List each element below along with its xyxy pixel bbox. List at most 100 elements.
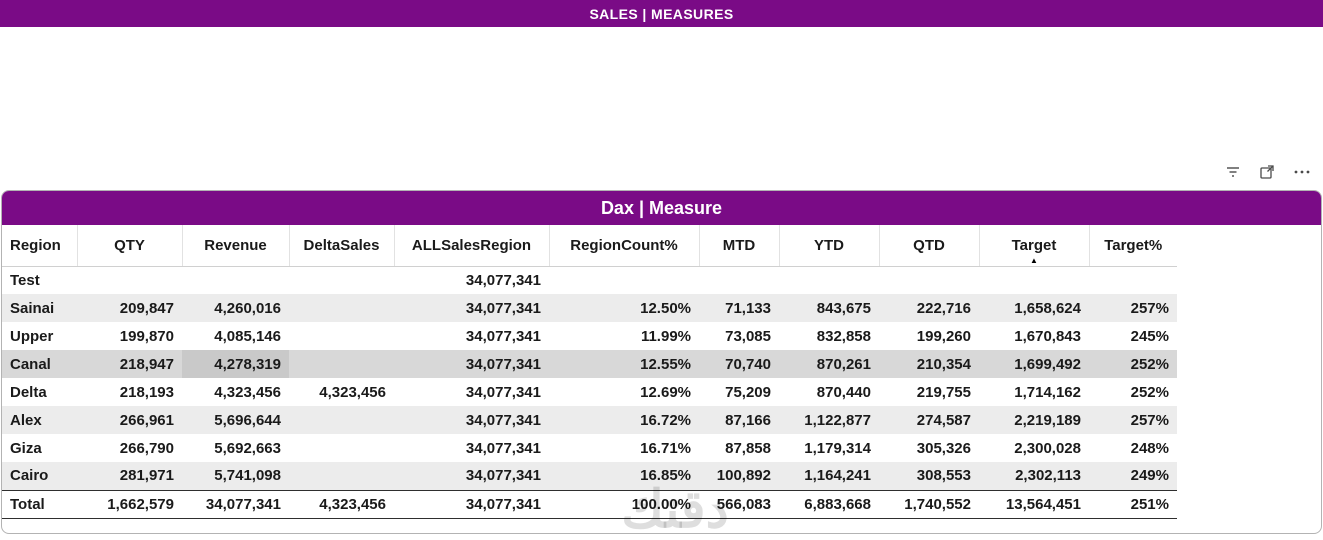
table-cell[interactable]: 34,077,341 (465, 355, 541, 373)
table-cell[interactable]: 209,847 (119, 299, 174, 317)
table-cell[interactable] (779, 266, 879, 294)
table-cell[interactable]: 34,077,341 (465, 467, 541, 485)
table-cell[interactable]: 4,323,456 (214, 383, 281, 401)
table-cell[interactable]: 249% (1130, 467, 1169, 485)
table-cell[interactable] (979, 266, 1089, 294)
table-cell[interactable] (289, 266, 394, 294)
table-cell[interactable]: 34,077,341 (465, 327, 541, 345)
table-cell[interactable]: 218,947 (119, 355, 174, 373)
table-cell[interactable]: 16.85% (640, 467, 691, 485)
table-cell[interactable]: 199,260 (916, 327, 971, 345)
more-options-icon[interactable] (1293, 164, 1311, 180)
table-cell[interactable]: 1,122,877 (804, 411, 871, 429)
column-header-revenue[interactable]: Revenue (181, 225, 289, 267)
table-cell[interactable]: 5,692,663 (214, 439, 281, 457)
table-cell[interactable]: 4,085,146 (214, 327, 281, 345)
column-header-target-[interactable]: Target% (1088, 225, 1177, 267)
table-cell[interactable]: 34,077,341 (465, 383, 541, 401)
table-cell[interactable]: 1,714,162 (1014, 383, 1081, 401)
table-cell[interactable]: 843,675 (816, 299, 871, 317)
table-cell[interactable]: 870,440 (816, 383, 871, 401)
table-cell[interactable]: 1,670,843 (1014, 327, 1081, 345)
column-header-allsalesregion[interactable]: ALLSalesRegion (393, 225, 549, 267)
table-cell[interactable]: 1,179,314 (804, 439, 871, 457)
table-cell[interactable]: 257% (1130, 411, 1169, 429)
total-cell[interactable]: 4,323,456 (289, 489, 394, 519)
table-cell[interactable]: 222,716 (916, 299, 971, 317)
table-cell[interactable]: 2,302,113 (1015, 467, 1081, 485)
column-header-qty[interactable]: QTY (76, 225, 182, 267)
table-cell[interactable]: 266,961 (119, 411, 174, 429)
table-cell[interactable]: 1,658,624 (1014, 299, 1081, 317)
total-label[interactable]: Total (2, 489, 77, 519)
row-region-label[interactable]: Sainai (10, 299, 55, 317)
table-cell[interactable] (289, 434, 394, 462)
column-header-mtd[interactable]: MTD (698, 225, 779, 267)
table-cell[interactable]: 832,858 (816, 327, 871, 345)
table-cell[interactable]: 2,219,189 (1014, 411, 1081, 429)
table-cell[interactable]: 2,300,028 (1014, 439, 1081, 457)
table-cell[interactable]: 16.71% (640, 439, 691, 457)
table-cell[interactable]: 5,741,098 (214, 467, 281, 485)
total-cell[interactable]: 34,077,341 (394, 489, 549, 519)
table-cell[interactable]: 11.99% (640, 327, 691, 345)
table-cell[interactable]: 34,077,341 (465, 411, 541, 429)
table-cell[interactable]: 4,278,319 (182, 350, 289, 378)
table-cell[interactable]: 75,209 (725, 383, 771, 401)
table-cell[interactable]: 12.55% (640, 355, 691, 373)
table-cell[interactable]: 12.69% (640, 383, 691, 401)
column-header-target[interactable]: Target ▲ (978, 225, 1089, 267)
table-cell[interactable]: 218,193 (119, 383, 174, 401)
table-cell[interactable]: 199,870 (119, 327, 174, 345)
table-cell[interactable]: 100,892 (716, 467, 771, 485)
focus-mode-icon[interactable] (1259, 164, 1275, 180)
table-cell[interactable]: 1,699,492 (1014, 355, 1081, 373)
total-cell[interactable]: 566,083 (699, 489, 779, 519)
table-cell[interactable] (289, 350, 394, 378)
table-cell[interactable] (549, 266, 699, 294)
table-cell[interactable]: 87,166 (725, 411, 771, 429)
row-region-label[interactable]: Upper (10, 327, 54, 345)
table-cell[interactable]: 34,077,341 (465, 299, 541, 317)
row-region-label[interactable]: Delta (10, 383, 47, 401)
table-cell[interactable]: 252% (1130, 355, 1169, 373)
column-header-region[interactable]: Region (2, 225, 77, 267)
table-cell[interactable]: 73,085 (725, 327, 771, 345)
total-cell[interactable]: 1,662,579 (77, 489, 182, 519)
table-cell[interactable]: 34,077,341 (465, 271, 541, 289)
table-cell[interactable]: 266,790 (119, 439, 174, 457)
table-cell[interactable]: 4,260,016 (214, 299, 281, 317)
total-cell[interactable]: 6,883,668 (779, 489, 879, 519)
table-cell[interactable]: 219,755 (916, 383, 971, 401)
column-header-qtd[interactable]: QTD (878, 225, 979, 267)
total-cell[interactable]: 1,740,552 (879, 489, 979, 519)
row-region-label[interactable]: Cairo (10, 467, 49, 485)
table-cell[interactable]: 16.72% (640, 411, 691, 429)
table-cell[interactable]: 4,323,456 (319, 383, 386, 401)
filter-icon[interactable] (1225, 164, 1241, 180)
row-region-label[interactable]: Alex (10, 411, 42, 429)
table-cell[interactable]: 70,740 (725, 355, 771, 373)
table-cell[interactable]: 87,858 (725, 439, 771, 457)
table-cell[interactable]: 245% (1130, 327, 1169, 345)
table-cell[interactable]: 305,326 (916, 439, 971, 457)
total-cell[interactable]: 34,077,341 (182, 489, 289, 519)
table-cell[interactable] (1089, 266, 1177, 294)
table-cell[interactable]: 870,261 (816, 355, 871, 373)
table-cell[interactable]: 71,133 (725, 299, 771, 317)
total-cell[interactable]: 100.00% (549, 489, 699, 519)
table-cell[interactable] (699, 266, 779, 294)
table-cell[interactable]: 252% (1130, 383, 1169, 401)
table-cell[interactable] (182, 266, 289, 294)
table-cell[interactable]: 210,354 (916, 355, 971, 373)
table-cell[interactable] (879, 266, 979, 294)
table-cell[interactable]: 5,696,644 (214, 411, 281, 429)
table-cell[interactable] (289, 462, 394, 490)
total-cell[interactable]: 13,564,451 (979, 489, 1089, 519)
table-cell[interactable] (289, 406, 394, 434)
column-header-regioncount-[interactable]: RegionCount% (548, 225, 699, 267)
table-cell[interactable]: 274,587 (916, 411, 971, 429)
table-cell[interactable] (289, 322, 394, 350)
table-cell[interactable] (77, 266, 182, 294)
table-cell[interactable]: 308,553 (916, 467, 971, 485)
